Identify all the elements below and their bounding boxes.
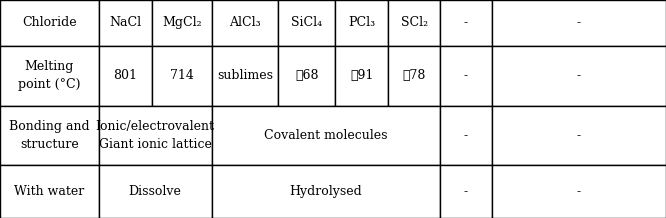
Text: -: - [577, 129, 581, 142]
Text: ⁲91: ⁲91 [350, 69, 374, 82]
Bar [440, 106, 492, 165]
Text: With water: With water [14, 185, 85, 198]
Bar [99, 165, 212, 218]
Bar [212, 165, 440, 218]
Bar [335, 46, 388, 106]
Text: ⁲78: ⁲78 [402, 69, 426, 82]
Bar [440, 165, 492, 218]
Text: -: - [464, 69, 468, 82]
Bar [212, 46, 278, 106]
Bar [99, 46, 152, 106]
Bar [0, 0, 99, 46]
Bar [335, 0, 388, 46]
Text: Dissolve: Dissolve [129, 185, 182, 198]
Text: ⁲68: ⁲68 [295, 69, 318, 82]
Text: -: - [464, 129, 468, 142]
Text: Bonding and
structure: Bonding and structure [9, 120, 90, 151]
Bar [388, 0, 440, 46]
Bar [278, 46, 335, 106]
Bar [278, 0, 335, 46]
Bar [0, 106, 99, 165]
Bar [152, 46, 212, 106]
Bar [0, 165, 99, 218]
Text: 801: 801 [113, 69, 137, 82]
Text: 714: 714 [170, 69, 194, 82]
Bar [212, 106, 440, 165]
Text: -: - [577, 185, 581, 198]
Text: NaCl: NaCl [109, 16, 141, 29]
Text: sublimes: sublimes [217, 69, 273, 82]
Text: PCl₃: PCl₃ [348, 16, 375, 29]
Text: Chloride: Chloride [22, 16, 77, 29]
Text: -: - [464, 185, 468, 198]
Text: MgCl₂: MgCl₂ [162, 16, 202, 29]
Text: Covalent molecules: Covalent molecules [264, 129, 388, 142]
Bar [212, 0, 278, 46]
Text: Ionic/electrovalent
Giant ionic lattice: Ionic/electrovalent Giant ionic lattice [96, 120, 214, 151]
Text: -: - [577, 16, 581, 29]
Text: -: - [464, 16, 468, 29]
Bar [99, 106, 212, 165]
Text: Hydrolysed: Hydrolysed [290, 185, 362, 198]
Bar [492, 165, 666, 218]
Text: AlCl₃: AlCl₃ [229, 16, 261, 29]
Bar [152, 0, 212, 46]
Text: Melting
point (°C): Melting point (°C) [18, 60, 81, 91]
Bar [99, 0, 152, 46]
Bar [492, 46, 666, 106]
Bar [440, 46, 492, 106]
Bar [492, 106, 666, 165]
Bar [388, 46, 440, 106]
Bar [492, 0, 666, 46]
Text: SiCl₄: SiCl₄ [291, 16, 322, 29]
Bar [0, 46, 99, 106]
Text: SCl₂: SCl₂ [401, 16, 428, 29]
Bar [440, 0, 492, 46]
Text: -: - [577, 69, 581, 82]
